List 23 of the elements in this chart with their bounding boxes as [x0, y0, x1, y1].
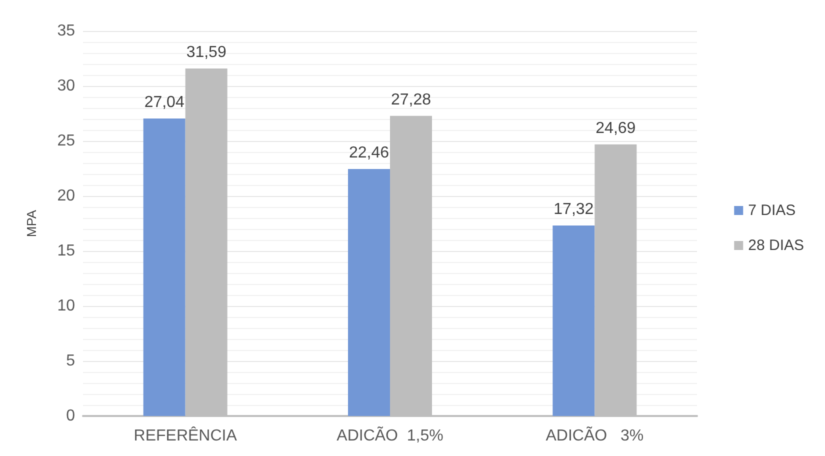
data-label: 24,69 — [596, 120, 636, 137]
data-label: 17,32 — [554, 200, 594, 218]
data-label: 27,28 — [390, 91, 432, 108]
y-tick-label: 5 — [66, 352, 76, 370]
y-axis-title: MPA — [24, 210, 39, 238]
bar — [348, 168, 390, 416]
legend-label: 7 DIAS — [748, 202, 796, 219]
y-tick-label: 0 — [66, 408, 76, 424]
y-tick-label: 10 — [57, 298, 76, 314]
y-tick-label: 30 — [57, 78, 76, 94]
y-tick-label: 20 — [57, 188, 76, 204]
legend-label: 28 DIAS — [748, 237, 804, 254]
y-tick-label: 35 — [57, 22, 76, 40]
bar — [552, 225, 595, 416]
data-label: 31,59 — [186, 44, 226, 62]
y-tick-label: 25 — [57, 132, 76, 150]
data-label: 27,04 — [144, 94, 184, 112]
data-label: 22,46 — [348, 144, 390, 162]
bar — [143, 118, 186, 416]
x-tick-label: ADICÃO 3% — [546, 426, 644, 444]
x-tick-label: REFERÊNCIA — [134, 426, 238, 444]
x-tick-label: ADICÃO 1,5% — [336, 426, 444, 444]
y-tick-label: 15 — [57, 242, 76, 260]
